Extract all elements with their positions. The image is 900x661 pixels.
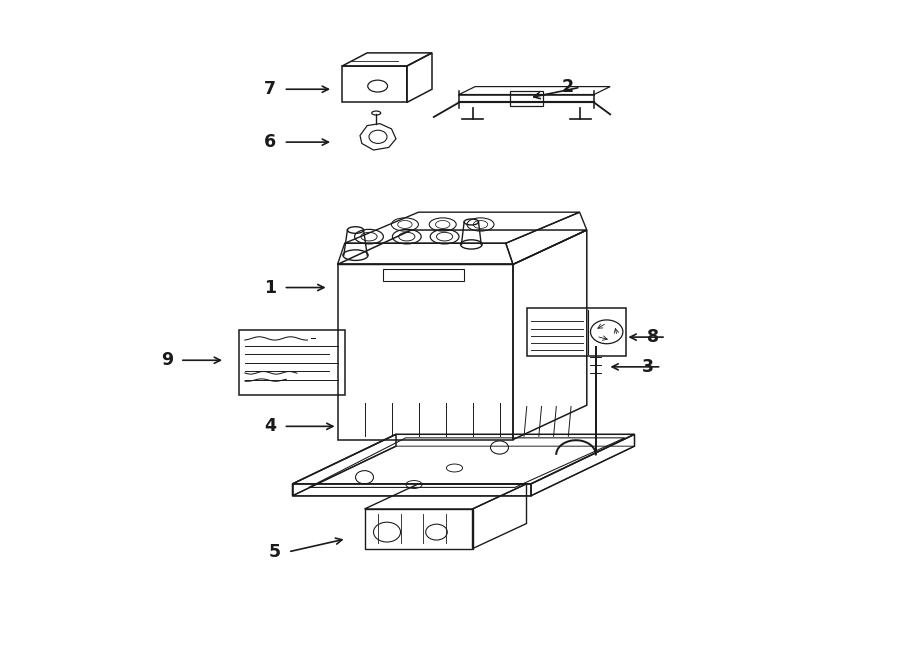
Text: 1: 1	[265, 278, 276, 297]
Text: 3: 3	[643, 358, 654, 376]
Text: 8: 8	[647, 328, 659, 346]
Text: 6: 6	[265, 133, 276, 151]
Text: 4: 4	[265, 417, 276, 436]
Text: 7: 7	[265, 80, 276, 98]
Text: 5: 5	[269, 543, 281, 561]
Text: 2: 2	[562, 78, 573, 97]
Text: 9: 9	[161, 351, 173, 369]
